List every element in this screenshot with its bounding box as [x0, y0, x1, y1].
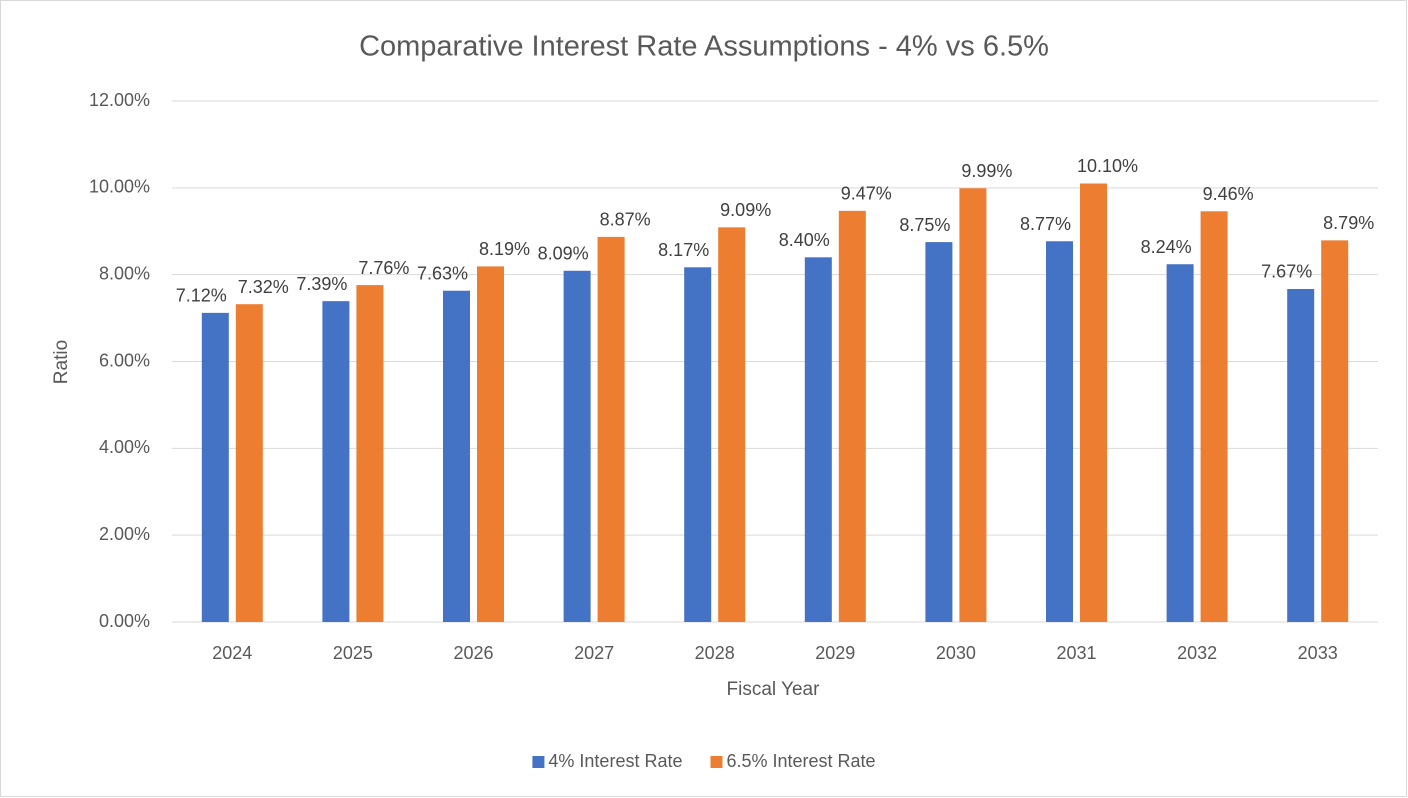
data-label: 8.09%	[538, 244, 589, 264]
bar	[1321, 240, 1349, 622]
x-tick-label: 2032	[1177, 643, 1217, 663]
y-tick-label: 4.00%	[99, 437, 150, 457]
y-tick-label: 2.00%	[99, 524, 150, 544]
x-tick-label: 2026	[453, 643, 493, 663]
bar	[477, 266, 504, 622]
x-tick-label: 2031	[1056, 643, 1096, 663]
data-label: 8.17%	[658, 240, 709, 260]
data-label: 8.19%	[479, 239, 530, 259]
data-label: 8.75%	[899, 215, 950, 235]
bar	[925, 242, 953, 622]
data-label: 7.63%	[417, 263, 468, 283]
data-label: 8.40%	[779, 230, 830, 250]
data-label: 9.47%	[841, 184, 892, 204]
bar	[1200, 211, 1228, 623]
data-label: 7.67%	[1261, 262, 1312, 282]
bar	[443, 290, 470, 622]
bar	[718, 227, 746, 622]
bar	[322, 301, 350, 622]
data-label: 7.32%	[238, 277, 289, 297]
data-label: 8.79%	[1323, 213, 1374, 233]
data-label: 7.76%	[358, 258, 409, 278]
y-tick-label: 0.00%	[99, 611, 150, 631]
bar	[235, 304, 263, 622]
x-axis-label: Fiscal Year	[727, 679, 821, 700]
x-tick-label: 2029	[815, 643, 855, 663]
y-tick-label: 6.00%	[99, 350, 150, 370]
data-label: 8.77%	[1020, 214, 1071, 234]
bar	[201, 312, 229, 622]
bar	[804, 257, 832, 622]
y-tick-label: 8.00%	[99, 263, 150, 283]
data-label: 7.12%	[176, 286, 227, 306]
x-tick-label: 2028	[695, 643, 735, 663]
x-tick-label: 2024	[212, 643, 252, 663]
legend-label: 4% Interest Rate	[548, 751, 682, 771]
x-tick-label: 2025	[333, 643, 373, 663]
bar	[563, 270, 591, 622]
data-label: 8.87%	[600, 210, 651, 230]
x-tick-label: 2027	[574, 643, 614, 663]
data-label: 9.99%	[961, 161, 1012, 181]
y-tick-label: 10.00%	[89, 177, 150, 197]
legend-label: 6.5% Interest Rate	[726, 751, 875, 771]
chart-title: Comparative Interest Rate Assumptions - …	[359, 31, 1049, 63]
bar	[684, 267, 712, 622]
bar	[356, 285, 384, 622]
x-tick-label: 2033	[1298, 643, 1338, 663]
data-label: 10.10%	[1077, 156, 1138, 176]
y-tick-label: 12.00%	[89, 90, 150, 110]
bar	[838, 210, 866, 622]
legend-swatch	[710, 756, 723, 768]
bar	[959, 188, 987, 622]
bar	[1166, 264, 1194, 622]
bar	[1046, 241, 1073, 622]
data-label: 9.09%	[720, 200, 771, 220]
data-label: 9.46%	[1203, 184, 1254, 204]
legend-swatch	[532, 756, 545, 768]
bar	[597, 236, 625, 622]
data-label: 8.24%	[1141, 237, 1192, 257]
bar	[1287, 288, 1315, 622]
data-label: 7.39%	[296, 274, 347, 294]
x-tick-label: 2030	[936, 643, 976, 663]
bar	[1080, 183, 1107, 622]
y-axis-label: Ratio	[51, 340, 72, 384]
